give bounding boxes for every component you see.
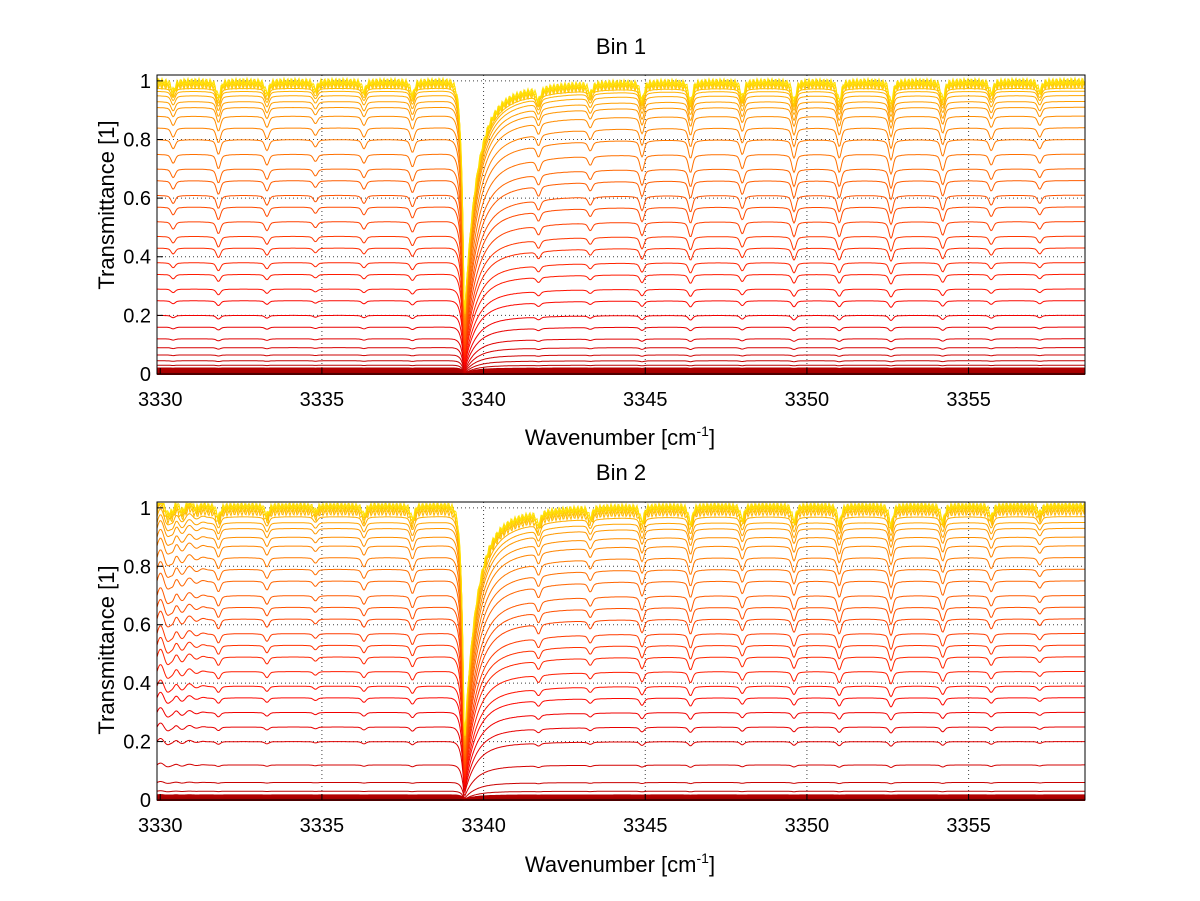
x-axis-label: Wavenumber [cm-1]	[525, 850, 715, 877]
x-tick-label: 3330	[138, 389, 183, 411]
series-line	[156, 153, 1085, 332]
y-tick-label: 1	[140, 71, 151, 93]
axes-box	[156, 74, 1086, 375]
series-line	[157, 127, 1085, 325]
series-line	[156, 95, 1085, 315]
series-line	[156, 549, 1085, 752]
series-line	[156, 762, 1085, 797]
panel-bin-1: Bin 1 3330 3335 3340 3345 3350 3355 0 0.2 0.4 0.6…	[94, 34, 1086, 450]
y-tick-label: 0.6	[123, 615, 151, 637]
y-axis-label: Transmittance [1]	[94, 120, 119, 289]
series-line	[157, 354, 1085, 373]
series-line	[157, 364, 1085, 374]
series-line	[156, 781, 1085, 799]
series-line	[157, 273, 1085, 360]
x-tick-label: 3355	[946, 389, 991, 411]
x-tick-label: 3330	[138, 815, 183, 837]
x-tick-label: 3355	[946, 815, 991, 837]
y-axis-label: Transmittance [1]	[94, 565, 119, 734]
y-tick-label: 0	[140, 364, 151, 386]
x-axis-label: Wavenumber [cm-1]	[525, 423, 715, 450]
series-line	[157, 221, 1085, 349]
chart-title: Bin 1	[596, 34, 646, 59]
series-line	[157, 101, 1085, 317]
series-line	[157, 87, 1085, 312]
series-line	[157, 367, 1085, 375]
x-tick-label: 3335	[300, 389, 345, 411]
series-group	[156, 76, 1086, 375]
series-line	[156, 247, 1085, 354]
y-tick-label: 0.2	[123, 732, 151, 754]
x-tick-label: 3350	[785, 815, 830, 837]
x-tick-label: 3340	[461, 389, 506, 411]
x-tick-label: 3350	[785, 389, 830, 411]
series-line	[156, 235, 1085, 352]
series-line	[156, 314, 1085, 368]
series-line	[156, 520, 1085, 743]
series-line	[156, 625, 1085, 772]
series-group	[156, 501, 1086, 801]
series-line	[156, 347, 1085, 372]
series-line	[157, 194, 1085, 343]
series-line	[156, 561, 1085, 755]
y-tick-label: 0.6	[123, 188, 151, 210]
series-line	[157, 326, 1085, 370]
x-tick-label: 3335	[300, 815, 345, 837]
y-tick-label: 0.4	[123, 673, 151, 695]
series-line	[156, 90, 1085, 313]
axes-box	[156, 501, 1086, 801]
series-line	[157, 338, 1085, 371]
series-line	[156, 572, 1085, 758]
series-line	[157, 106, 1085, 318]
series-line	[156, 790, 1085, 800]
series-line	[157, 206, 1085, 345]
series-line	[157, 360, 1085, 374]
series-line	[156, 679, 1085, 783]
y-tick-label: 0	[140, 790, 151, 812]
chart-title: Bin 2	[596, 460, 646, 485]
series-line	[156, 501, 1086, 736]
series-line	[156, 707, 1085, 788]
series-line	[157, 288, 1085, 362]
series-line	[156, 115, 1085, 321]
panel-bin-2: Bin 2 3330 3335 3340 3345 3350 3355 0 0.2 0.4 0.6…	[94, 460, 1086, 877]
series-line	[157, 139, 1085, 328]
series-line	[157, 369, 1085, 375]
series-line	[156, 648, 1085, 777]
series-line	[156, 637, 1085, 774]
series-line	[156, 664, 1085, 780]
series-line	[156, 537, 1085, 748]
series-line	[157, 300, 1085, 366]
x-tick-label: 3340	[461, 815, 506, 837]
series-line	[157, 371, 1085, 375]
y-tick-label: 0.4	[123, 247, 151, 269]
series-line	[157, 180, 1085, 339]
y-tick-label: 0.2	[123, 305, 151, 327]
series-line	[156, 599, 1085, 765]
y-tick-label: 1	[140, 498, 151, 520]
y-tick-label: 0.8	[123, 129, 151, 151]
series-line	[156, 529, 1085, 745]
series-line	[156, 691, 1085, 785]
series-line	[157, 262, 1085, 357]
series-line	[156, 722, 1085, 790]
series-line	[156, 508, 1085, 739]
series-line	[156, 795, 1085, 801]
series-line	[156, 610, 1085, 768]
x-tick-label: 3345	[623, 389, 668, 411]
series-line	[157, 797, 1085, 801]
x-tick-label: 3345	[623, 815, 668, 837]
y-tick-label: 0.8	[123, 556, 151, 578]
series-line	[156, 76, 1086, 307]
series-line	[156, 514, 1085, 741]
series-line	[156, 738, 1085, 794]
series-line	[156, 794, 1085, 801]
series-line	[156, 587, 1085, 762]
series-line	[157, 168, 1085, 336]
